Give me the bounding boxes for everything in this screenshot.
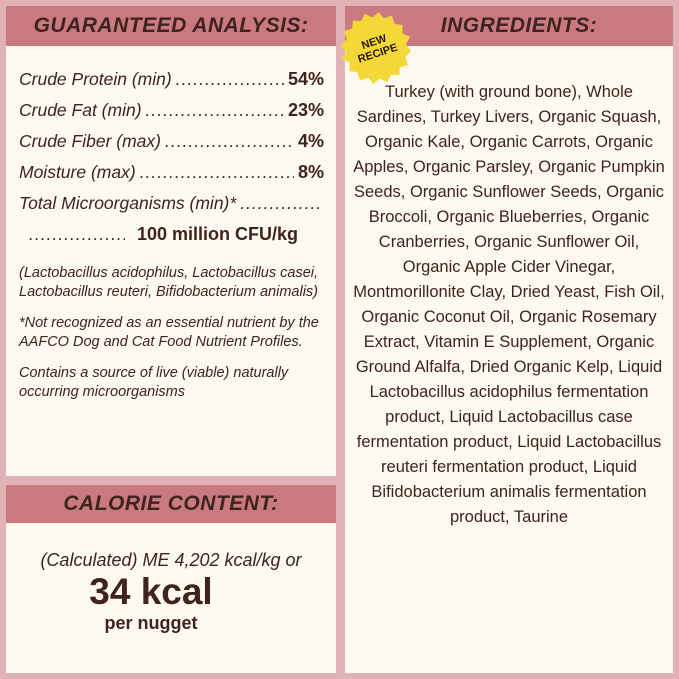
analysis-row-micro: ..................................100 mi… [29, 224, 299, 244]
calorie-content: (Calculated) ME 4,202 kcal/kg or 34 kcal… [6, 550, 336, 634]
calorie-big: 34 kcal [89, 571, 213, 612]
note-aafco: *Not recognized as an essential nutrient… [19, 315, 319, 350]
calorie-small: per nugget [104, 613, 198, 633]
ingredients-text: Turkey (with ground bone), Whole Sardine… [353, 83, 665, 526]
analysis-list: Crude Protein (min).....................… [19, 64, 324, 402]
analysis-row: Moisture (max)..........................… [19, 162, 324, 182]
analysis-row: Total Microorganisms (min)*.............… [19, 193, 320, 213]
note-live: Contains a source of live (viable) natur… [19, 365, 289, 400]
note-strains: (Lactobacillus acidophilus, Lactobacillu… [19, 265, 319, 300]
analysis-row: Crude Protein (min).....................… [19, 69, 324, 89]
analysis-panel [6, 6, 336, 476]
ingredients-panel [345, 6, 673, 673]
analysis-row: Crude Fiber (max).......................… [19, 131, 324, 151]
calorie-line: (Calculated) ME 4,202 kcal/kg or [40, 550, 302, 570]
analysis-header: GUARANTEED ANALYSIS: [6, 6, 336, 46]
analysis-row: Crude Fat (min).........................… [19, 100, 324, 120]
calorie-header: CALORIE CONTENT: [6, 485, 336, 523]
